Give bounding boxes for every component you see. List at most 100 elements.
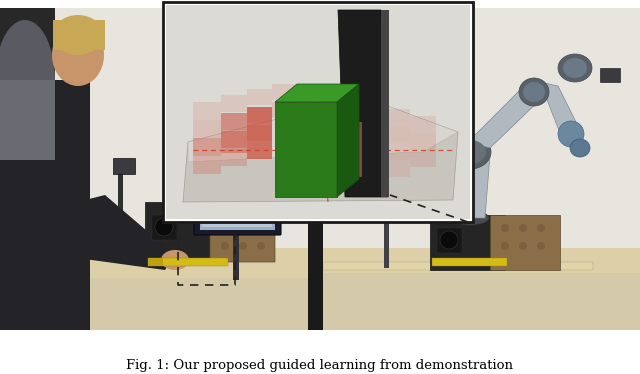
Ellipse shape (451, 211, 489, 225)
Bar (193, 156, 221, 174)
Bar (332, 122, 362, 177)
Bar (245, 200, 250, 220)
Bar (55, 248, 308, 278)
Ellipse shape (155, 218, 173, 236)
Bar (358, 153, 384, 170)
Bar (0, 8, 308, 330)
Bar (358, 102, 384, 119)
Bar (384, 160, 410, 177)
Bar (208, 200, 263, 222)
Bar (0, 80, 90, 330)
Text: Fig. 1: Our proposed guided learning from demonstration: Fig. 1: Our proposed guided learning fro… (127, 359, 513, 371)
Bar (221, 131, 247, 148)
Ellipse shape (501, 224, 509, 232)
Ellipse shape (257, 242, 265, 250)
Ellipse shape (239, 242, 247, 250)
Bar (118, 174, 123, 229)
Bar (432, 258, 507, 266)
Bar (384, 143, 410, 160)
Ellipse shape (563, 58, 587, 78)
Bar (193, 102, 221, 120)
Bar (381, 10, 389, 197)
Bar (410, 116, 436, 133)
Bar (53, 20, 105, 50)
Bar (193, 138, 221, 156)
Polygon shape (183, 97, 458, 202)
Bar (208, 200, 230, 222)
Bar (323, 255, 640, 330)
Bar (221, 95, 247, 112)
Ellipse shape (0, 20, 55, 140)
Bar (323, 8, 640, 330)
Ellipse shape (519, 242, 527, 250)
Polygon shape (210, 215, 275, 262)
Bar (410, 133, 436, 150)
Ellipse shape (257, 224, 265, 232)
Ellipse shape (519, 78, 549, 106)
Bar (221, 113, 247, 130)
Bar (358, 119, 384, 136)
Bar (55, 8, 308, 228)
Ellipse shape (519, 224, 527, 232)
Polygon shape (337, 84, 359, 197)
Ellipse shape (537, 242, 545, 250)
Bar (145, 202, 220, 262)
Bar (358, 136, 384, 153)
Bar (430, 215, 505, 270)
Bar (221, 149, 247, 166)
Polygon shape (450, 155, 490, 218)
Bar (152, 215, 177, 240)
Polygon shape (0, 8, 55, 330)
Bar (148, 258, 228, 266)
Ellipse shape (221, 224, 229, 232)
Ellipse shape (454, 140, 486, 164)
Bar (384, 160, 389, 268)
Bar (323, 8, 640, 238)
Bar (113, 158, 135, 174)
Bar (247, 107, 272, 123)
Ellipse shape (161, 250, 189, 270)
Bar (221, 113, 247, 153)
Bar (233, 215, 239, 280)
Bar (166, 5, 470, 219)
Ellipse shape (52, 24, 104, 86)
Bar (247, 125, 272, 141)
Bar (384, 126, 410, 143)
Bar (384, 109, 410, 126)
Bar (0, 80, 55, 160)
Bar (202, 185, 272, 227)
Bar (272, 84, 296, 100)
Ellipse shape (239, 224, 247, 232)
Polygon shape (45, 195, 175, 270)
Bar (272, 102, 296, 118)
Ellipse shape (440, 231, 458, 249)
Bar (247, 107, 272, 159)
Bar (247, 89, 272, 105)
Bar (193, 120, 221, 138)
Bar (275, 102, 337, 197)
Bar (437, 228, 462, 253)
Bar (0, 255, 308, 330)
Polygon shape (188, 97, 458, 162)
Polygon shape (338, 10, 388, 197)
Bar (323, 262, 593, 270)
Ellipse shape (558, 121, 584, 147)
Bar (163, 2, 473, 222)
Ellipse shape (537, 224, 545, 232)
Bar (308, 8, 323, 330)
Ellipse shape (570, 139, 590, 157)
Polygon shape (275, 84, 359, 102)
Ellipse shape (501, 242, 509, 250)
FancyBboxPatch shape (194, 171, 281, 235)
Ellipse shape (53, 15, 103, 55)
Bar (148, 258, 163, 266)
Bar (410, 150, 436, 167)
Bar (232, 204, 244, 220)
Bar (200, 176, 275, 230)
Bar (600, 68, 620, 82)
Bar (490, 215, 560, 270)
Polygon shape (540, 82, 580, 138)
Ellipse shape (558, 54, 592, 82)
Polygon shape (468, 88, 545, 148)
Ellipse shape (221, 242, 229, 250)
